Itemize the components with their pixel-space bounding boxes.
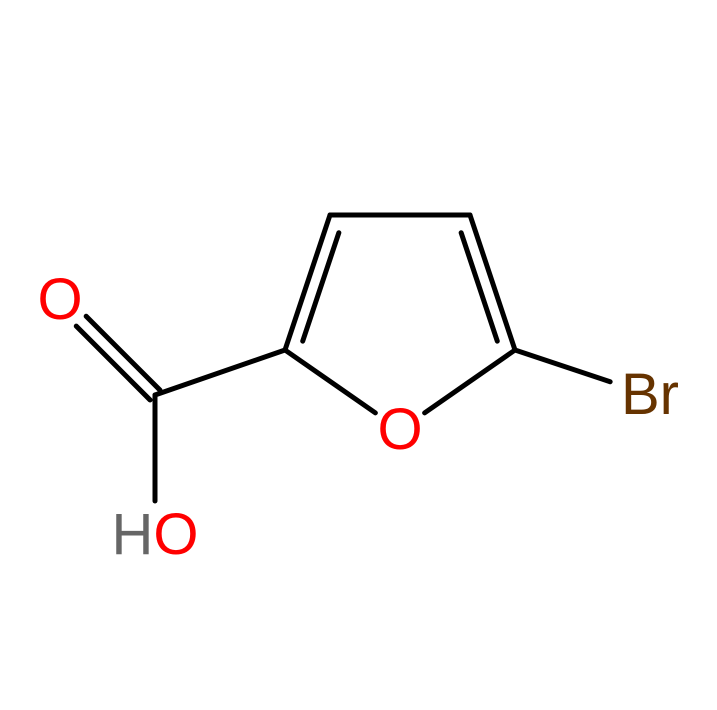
hydrogen-letter: H	[111, 502, 153, 567]
bond	[515, 350, 610, 382]
atom-text: O	[37, 267, 82, 332]
atom-label-O_dbl: O	[37, 271, 82, 329]
bond-layer	[0, 0, 717, 710]
bond	[86, 316, 160, 390]
molecule-diagram: OBrOHO	[0, 0, 717, 710]
atom-text: Br	[621, 362, 679, 427]
bond	[155, 350, 285, 395]
atom-label-OH: HO	[111, 506, 198, 564]
atom-text: O	[377, 397, 422, 462]
bond	[425, 350, 515, 413]
atom-label-Br: Br	[621, 366, 679, 424]
bond	[76, 326, 150, 400]
bond	[285, 350, 375, 413]
oxygen-letter: O	[153, 502, 198, 567]
atom-label-O_ring: O	[377, 401, 422, 459]
